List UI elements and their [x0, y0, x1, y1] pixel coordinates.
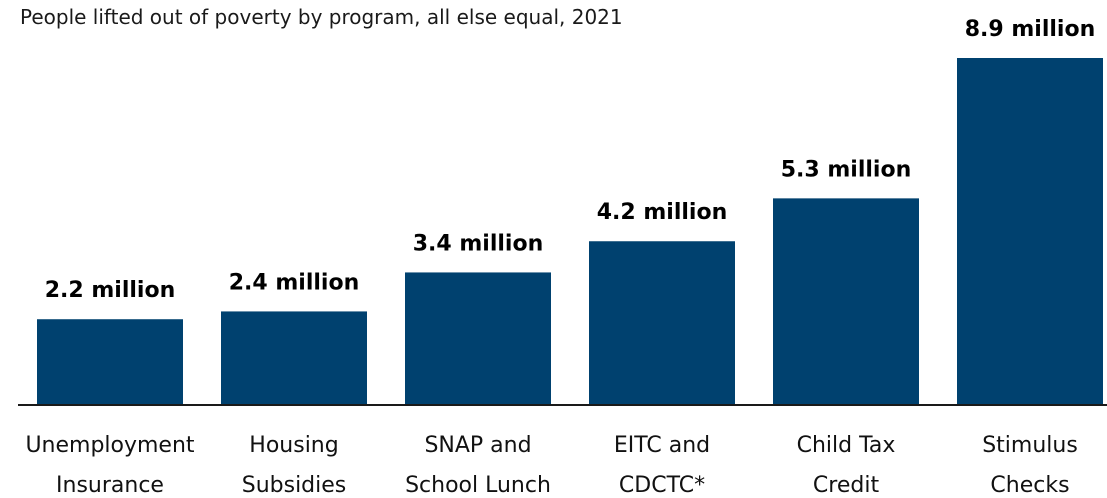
value-labels-group: 2.2 million 2.4 million 3.4 million 4.2 mil…	[45, 17, 1096, 303]
category-label-0-line-1: Insurance	[56, 473, 164, 498]
category-label-0-line-0: Unemployment	[25, 433, 194, 458]
value-label-5: 8.9 million	[965, 17, 1096, 42]
category-label-3-line-1: CDCTC*	[619, 473, 705, 498]
category-label-4-line-0: Child Tax	[797, 433, 896, 458]
category-label-2-line-0: SNAP and	[424, 433, 531, 458]
bar-0	[37, 319, 183, 405]
category-labels-group: Unemployment Insurance Housing Subsidies SNA…	[25, 433, 1077, 498]
bar-3	[589, 241, 735, 405]
value-label-2: 3.4 million	[413, 231, 544, 256]
bars-group	[37, 58, 1103, 405]
category-label-4-line-1: Credit	[813, 473, 880, 498]
category-label-5-line-0: Stimulus	[982, 433, 1078, 458]
value-label-1: 2.4 million	[229, 270, 360, 295]
bar-1	[221, 311, 367, 405]
bar-2	[405, 272, 551, 405]
bar-4	[773, 198, 919, 405]
category-label-3-line-0: EITC and	[614, 433, 710, 458]
category-label-5-line-1: Checks	[990, 473, 1069, 498]
bar-5	[957, 58, 1103, 405]
value-label-0: 2.2 million	[45, 278, 176, 303]
chart-title: People lifted out of poverty by program,…	[20, 5, 623, 29]
category-label-1-line-1: Subsidies	[242, 473, 347, 498]
category-label-1-line-0: Housing	[249, 433, 338, 458]
category-label-2-line-1: School Lunch	[405, 473, 551, 498]
value-label-4: 5.3 million	[781, 157, 912, 182]
value-label-3: 4.2 million	[597, 200, 728, 225]
